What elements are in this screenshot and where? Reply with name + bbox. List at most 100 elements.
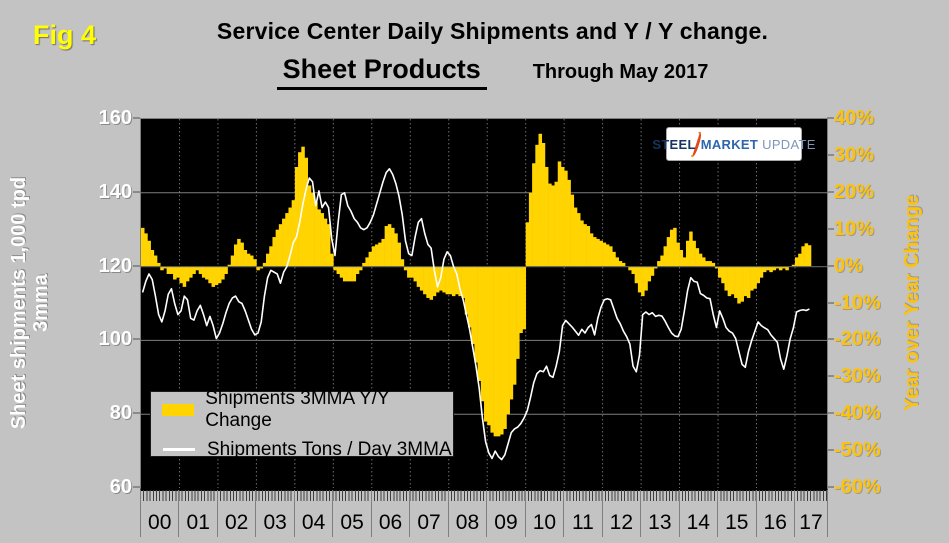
left-axis-title-line2: 3mma (30, 274, 52, 332)
yy-change-bar (798, 253, 802, 267)
chart-subtitle: Sheet Products (276, 54, 487, 90)
right-axis-tick-mark (827, 153, 834, 156)
yy-change-bar (618, 261, 623, 267)
yy-change-bar (467, 266, 472, 328)
yy-change-bar (397, 242, 401, 267)
yy-change-bar (474, 266, 478, 363)
left-axis-tick-label: 60 (109, 476, 132, 498)
x-axis-year-label: 02 (218, 490, 257, 537)
yy-change-bar (560, 166, 565, 267)
yy-change-bar (487, 266, 491, 426)
left-axis-tick-mark (133, 486, 140, 488)
yy-change-bar (512, 266, 517, 385)
yy-change-bar (246, 253, 251, 267)
yy-change-bar (759, 266, 764, 278)
yy-change-bar (394, 233, 398, 267)
yy-change-bar (423, 266, 427, 295)
chart-subtitle-row: Sheet Products Through May 2017 (120, 54, 865, 90)
x-axis-minor-ticks (140, 490, 827, 501)
yy-change-bar (429, 266, 434, 300)
legend-line-swatch (151, 448, 207, 451)
yy-change-bar (737, 266, 741, 304)
yy-change-bar (266, 253, 270, 267)
yy-change-bar (387, 224, 392, 267)
yy-change-bar (256, 266, 260, 271)
left-axis-tick-mark (133, 264, 140, 267)
left-axis-tick-mark (133, 338, 140, 341)
x-axis-year-label: 10 (526, 490, 565, 537)
yy-change-bar (580, 220, 584, 267)
yy-change-bar (237, 238, 241, 267)
x-axis-year-label: 00 (141, 490, 180, 537)
yy-change-bar (532, 163, 536, 267)
yy-change-bar (160, 266, 164, 271)
chart-period: Through May 2017 (532, 61, 709, 83)
yy-change-bar (310, 192, 315, 267)
yy-change-bar (689, 231, 693, 267)
yy-change-bar (240, 242, 244, 267)
yy-change-bar (173, 266, 177, 280)
left-axis-tick-mark (133, 412, 140, 415)
yy-change-bar (573, 207, 578, 267)
yy-change-bar (375, 244, 379, 267)
yy-change-bar (346, 266, 350, 282)
yy-change-bar (192, 266, 196, 274)
left-axis-tick-label: 80 (109, 402, 132, 425)
yy-change-bar (718, 266, 722, 278)
right-axis-tick-label: 20% (834, 180, 875, 203)
yy-change-bar (637, 266, 642, 293)
yy-change-bar (650, 266, 655, 276)
yy-change-bar (586, 226, 591, 267)
yy-change-bar (314, 202, 318, 267)
yy-change-bar (250, 255, 254, 267)
logo-word-update: UPDATE (762, 136, 816, 152)
yy-change-bar (426, 266, 430, 298)
yy-change-bar (692, 240, 696, 267)
yy-change-bar (378, 242, 382, 267)
yy-change-bar (746, 266, 751, 298)
yy-change-bar (291, 200, 296, 267)
yy-change-bar (349, 266, 353, 282)
yy-change-bar (548, 183, 552, 267)
yy-change-bar (509, 266, 514, 400)
yy-change-bar (153, 255, 158, 267)
yy-change-bar (195, 266, 200, 271)
yy-change-bar (775, 266, 780, 269)
yy-change-bar (480, 266, 485, 402)
legend-item: Shipments 3MMA Y/Y Change (151, 388, 453, 432)
yy-change-bar (538, 133, 543, 267)
yy-change-bar (493, 266, 498, 437)
yy-change-bar (641, 266, 645, 297)
yy-change-bar (734, 266, 738, 298)
yy-change-bar (589, 233, 594, 267)
yy-change-bar (288, 207, 292, 267)
yy-change-bar (615, 257, 619, 267)
left-axis-tick-label: 160 (98, 107, 132, 129)
x-axis-year-label: 03 (256, 490, 295, 537)
yy-change-bar (176, 266, 180, 278)
yy-change-bar (500, 266, 504, 435)
yy-change-bar (352, 266, 357, 282)
yy-change-bar (442, 266, 446, 293)
yy-change-bar (432, 266, 437, 297)
yy-change-bar (682, 257, 687, 267)
chart-legend: Shipments 3MMA Y/Y Change Shipments Tons … (150, 388, 454, 460)
yy-change-bar (551, 185, 555, 267)
x-axis-year-label: 12 (603, 490, 642, 537)
yy-change-bar (381, 238, 385, 267)
left-axis-tick-label: 120 (98, 254, 132, 277)
x-axis-year-labels: 00 01 02 03 04 05 06 07 08 09 10 11 12 13 14 15 16 17 (140, 490, 828, 537)
yy-change-bar (516, 266, 520, 359)
yy-change-bar (522, 266, 526, 330)
right-axis-tick-label: -20% (834, 328, 881, 351)
right-axis-tick-label: -30% (834, 365, 881, 388)
right-axis-tick-label: -10% (834, 291, 881, 314)
yy-change-bar (403, 266, 408, 271)
x-axis-year-label: 11 (564, 490, 603, 537)
yy-change-bar (330, 253, 334, 267)
yy-change-bar (567, 179, 571, 267)
yy-change-bar (698, 253, 703, 267)
yy-change-bar (778, 266, 783, 271)
combo-chart-svg (141, 119, 827, 488)
right-axis-tick-mark (827, 338, 834, 341)
